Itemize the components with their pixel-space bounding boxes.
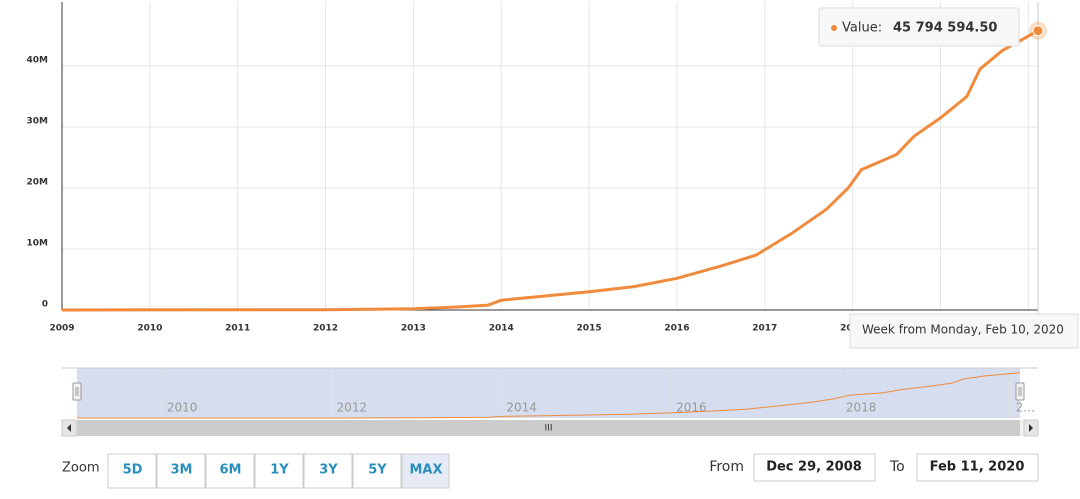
line [61,29,1039,312]
zoom-button[interactable] [107,453,157,489]
to-label: To [889,459,905,475]
zoom-button-label: 3M [171,463,193,478]
zoom-label: Zoom [62,461,99,476]
navigator-tick-label: 2018 [846,401,877,415]
x-tick-label: 2009 [49,324,74,334]
hover-point [1032,25,1044,37]
navigator-mask [77,368,1020,418]
navigator-line [77,372,1021,419]
zoom-button-label: 5D [123,463,143,478]
y-tick-label: 40M [27,56,49,66]
date-input[interactable] [753,453,876,482]
tooltip-box [818,7,1020,47]
to-date: Feb 11, 2020 [930,460,1025,475]
x-tick-label: 2017 [752,324,777,334]
x-tick-label: 2014 [489,324,514,334]
zoom-button[interactable] [156,453,206,489]
y-tick-label: 0 [42,300,48,310]
x-tooltip-box [849,313,1079,349]
zoom-button-label: MAX [409,463,442,478]
zoom-button-label: 3Y [319,463,338,478]
x-tooltip-label: Week from Monday, Feb 10, 2020 [862,323,1064,337]
navigator-tick-label: 2014 [506,401,537,415]
x-tick-label: 2016 [664,324,689,334]
x-tick-label: 2010 [137,324,162,334]
zoom-button[interactable] [303,453,353,489]
date-input[interactable] [916,453,1039,482]
tooltip-dot [831,25,837,31]
zoom-button[interactable] [205,453,255,489]
arrow [1029,424,1033,432]
navigator-handle[interactable] [72,382,82,401]
zoom-button-label: 5Y [368,463,387,478]
x-tick-label: 2013 [401,324,426,334]
navigator-tick-label: 2… [1016,401,1036,415]
zoom-button-label: 6M [220,463,242,478]
tooltip-label: Value: [842,21,882,36]
x-tick-label: 2011 [225,324,250,334]
zoom-button-label: 1Y [270,463,289,478]
from-date: Dec 29, 2008 [766,460,862,475]
zoom-button[interactable] [254,453,304,489]
tooltip-value: 45 794 594.50 [893,21,997,36]
x-tick-label: 2015 [577,324,602,334]
navigator-tick-label: 2010 [167,401,198,415]
zoom-button[interactable] [401,453,450,489]
y-tick-label: 30M [27,117,49,127]
zoom-button[interactable] [352,453,402,489]
scrollbar-grip: III [545,424,553,434]
y-tick-label: 10M [27,239,49,249]
scrollbar-thumb[interactable] [77,420,1020,436]
navigator-tick-label: 2012 [337,401,368,415]
navigator-handle[interactable] [1015,382,1025,401]
from-label: From [709,459,744,475]
x-tick-label: 2012 [313,324,338,334]
navigator-tick-label: 2016 [676,401,707,415]
arrow [67,424,71,432]
y-tick-label: 20M [27,178,49,188]
